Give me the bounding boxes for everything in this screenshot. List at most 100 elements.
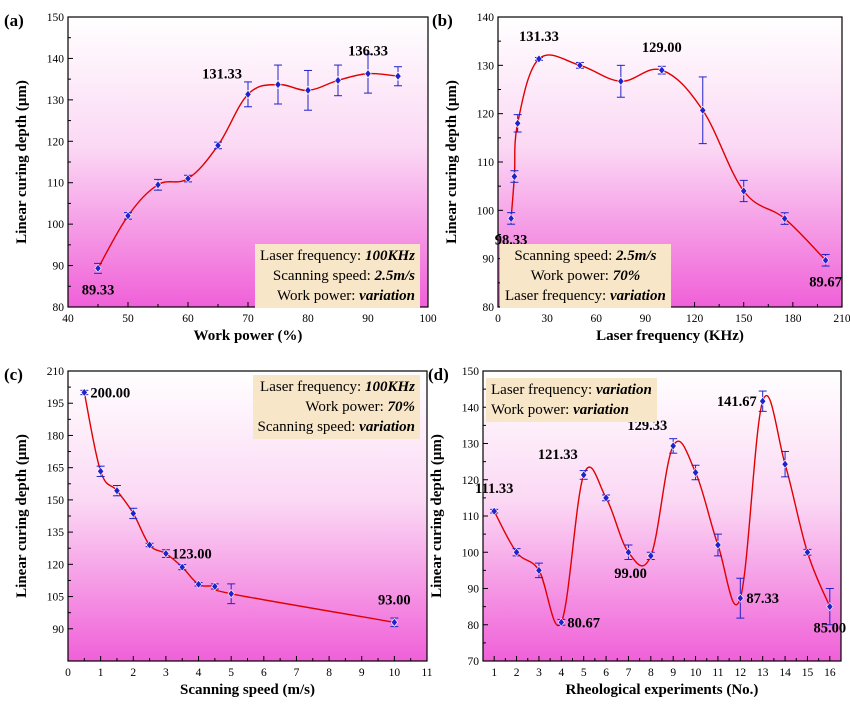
- data-point: [617, 76, 625, 86]
- x-tick-label: 10: [389, 667, 401, 679]
- x-tick-label: 10: [690, 667, 702, 679]
- y-tick-label: 210: [47, 366, 65, 378]
- legend-value: variation: [609, 288, 666, 304]
- x-tick-label: 6: [261, 667, 267, 679]
- legend-value: variation: [573, 402, 629, 418]
- legend-key: Work power:: [305, 399, 388, 415]
- data-point: [146, 540, 154, 550]
- data-point: [669, 441, 677, 451]
- x-tick-label: 4: [558, 667, 564, 679]
- data-point: [124, 211, 132, 221]
- data-label: 141.67: [717, 394, 757, 410]
- data-point: [691, 468, 700, 477]
- data-point: [512, 547, 521, 557]
- y-tick-label: 110: [477, 157, 494, 169]
- y-axis-label: Linear curing depth (μm): [14, 434, 30, 598]
- legend-key: Work power:: [530, 268, 613, 284]
- legend-key: Laser frequency:: [505, 288, 610, 304]
- data-point: [535, 565, 543, 575]
- y-axis-label: Linear curing depth (μm): [429, 434, 445, 598]
- data-point: [364, 69, 372, 79]
- x-tick-label: 0: [65, 667, 71, 679]
- data-point: [576, 60, 584, 70]
- data-point: [211, 581, 219, 591]
- y-tick-label: 100: [47, 219, 65, 231]
- x-tick-label: 5: [581, 667, 587, 679]
- data-point: [80, 388, 88, 397]
- legend-key: Scanning speed:: [272, 268, 375, 284]
- y-tick-label: 90: [483, 254, 495, 266]
- data-point: [580, 470, 588, 480]
- y-tick-label: 140: [477, 12, 495, 24]
- x-tick-label: 15: [802, 667, 814, 679]
- data-label: 131.33: [202, 66, 242, 82]
- data-label: 89.33: [82, 282, 115, 298]
- legend-value: 70%: [387, 399, 416, 415]
- legend-box: Laser frequency: 100KHz Work power: 70% Sc…: [252, 375, 420, 439]
- data-point: [334, 75, 342, 85]
- data-point: [759, 396, 767, 406]
- data-point: [714, 540, 722, 550]
- panel-label: (d): [428, 365, 449, 384]
- x-tick-label: 6: [603, 667, 609, 679]
- y-tick-label: 135: [47, 527, 65, 539]
- legend-key: Scanning speed:: [514, 248, 616, 264]
- y-tick-label: 130: [47, 95, 65, 107]
- data-point: [658, 65, 666, 75]
- panel-label: (c): [4, 365, 23, 384]
- legend-value: 2.5m/s: [374, 268, 415, 284]
- x-tick-label: 4: [196, 667, 202, 679]
- data-label: 80.67: [567, 615, 600, 631]
- x-tick-label: 180: [784, 313, 802, 325]
- x-tick-label: 8: [648, 667, 654, 679]
- legend-line: Laser frequency: 100KHz: [258, 377, 415, 397]
- legend-key: Work power:: [277, 288, 360, 304]
- data-point: [390, 617, 398, 627]
- legend-line: Scanning speed: variation: [258, 417, 416, 437]
- x-tick-label: 7: [626, 667, 632, 679]
- y-tick-label: 100: [462, 547, 480, 559]
- legend-value: variation: [359, 288, 415, 304]
- x-axis-label: Scanning speed (m/s): [180, 682, 315, 698]
- data-label: 129.00: [642, 40, 682, 56]
- x-tick-label: 2: [130, 667, 136, 679]
- y-tick-label: 150: [47, 495, 65, 507]
- x-tick-label: 1: [98, 667, 104, 679]
- x-tick-label: 120: [686, 313, 704, 325]
- data-point: [647, 551, 655, 561]
- data-label: 85.00: [814, 621, 847, 637]
- x-tick-label: 12: [735, 667, 747, 679]
- data-point: [244, 89, 252, 99]
- y-tick-label: 140: [47, 53, 65, 65]
- x-tick-label: 16: [824, 667, 836, 679]
- x-axis-label: Laser frequency (KHz): [596, 328, 744, 344]
- y-tick-label: 80: [468, 620, 480, 632]
- legend-line: Scanning speed: 2.5m/s: [260, 266, 415, 286]
- data-point: [781, 214, 789, 224]
- x-tick-label: 100: [419, 313, 437, 325]
- data-point: [557, 617, 565, 627]
- data-point: [97, 466, 105, 476]
- legend-key: Laser frequency:: [491, 382, 596, 398]
- data-point: [274, 80, 282, 90]
- data-label: 136.33: [348, 44, 388, 60]
- legend-key: Laser frequency:: [260, 379, 365, 395]
- panel-label: (a): [4, 11, 24, 30]
- y-tick-label: 165: [47, 463, 65, 475]
- x-tick-label: 50: [122, 313, 134, 325]
- data-point: [490, 506, 498, 516]
- legend-value: 2.5m/s: [616, 248, 657, 264]
- data-point: [736, 593, 744, 603]
- data-label: 131.33: [519, 29, 559, 45]
- legend-line: Work power: 70%: [505, 266, 666, 286]
- data-point: [394, 71, 402, 81]
- legend-box: Scanning speed: 2.5m/s Work power: 70% Las…: [500, 244, 671, 308]
- legend-line: Scanning speed: 2.5m/s: [505, 246, 666, 266]
- x-tick-label: 3: [536, 667, 542, 679]
- y-tick-label: 80: [53, 302, 65, 314]
- x-tick-label: 3: [163, 667, 169, 679]
- x-tick-label: 60: [591, 313, 603, 325]
- y-tick-label: 130: [477, 60, 495, 72]
- data-label: 200.00: [90, 385, 130, 401]
